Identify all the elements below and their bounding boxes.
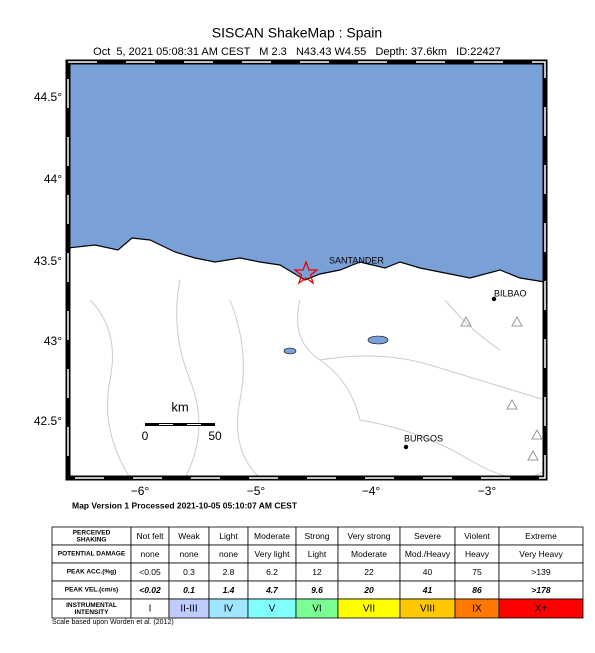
epicenter: [293, 260, 319, 285]
row-header: INSTRUMENTAL INTENSITY: [66, 602, 117, 616]
intensity-label: II-III: [180, 604, 197, 615]
map-caption: Map Version 1 Processed 2021-10-05 05:10…: [72, 500, 298, 510]
table-text: Very light: [255, 549, 291, 559]
table-text: 1.4: [223, 585, 235, 595]
lon-label: −6°: [131, 484, 150, 498]
table-text: Weak: [178, 531, 200, 541]
lat-label: 44.5°: [34, 90, 62, 104]
table-text: none: [219, 549, 238, 559]
table-text: Moderate: [351, 549, 387, 559]
table-text: >139: [531, 567, 550, 577]
row-header: PEAK VEL.(cm/s): [65, 587, 118, 594]
title: SISCAN ShakeMap : Spain: [212, 25, 382, 41]
intensity-label: VII: [363, 604, 375, 615]
lon-label: −5°: [247, 484, 266, 498]
table-text: Very Heavy: [519, 549, 563, 559]
table-text: 4.7: [265, 585, 279, 595]
stations: [460, 315, 543, 461]
table-text: <0.05: [139, 567, 161, 577]
table-text: 22: [364, 567, 374, 577]
city-dot: [491, 296, 497, 302]
table-text: Violent: [464, 531, 490, 541]
table-text: Light: [219, 531, 238, 541]
city-label: BURGOS: [404, 433, 443, 443]
city-dot: [403, 444, 409, 450]
table-text: 20: [363, 585, 374, 595]
table-text: Very strong: [348, 531, 391, 541]
table-text: Strong: [304, 531, 329, 541]
table-text: Heavy: [465, 549, 490, 559]
footnote: Scale based upon Worden et al. (2012): [52, 619, 174, 626]
lake: [367, 335, 389, 345]
row-header: PEAK ACC.(%g): [67, 569, 117, 576]
scale-start: 0: [142, 429, 149, 443]
row-header: POTENTIAL DAMAGE: [58, 551, 126, 558]
intensity-label: IV: [224, 604, 234, 615]
table-text: 75: [472, 567, 482, 577]
lake: [283, 347, 297, 355]
table-text: >178: [531, 585, 550, 595]
frame-ticks: [67, 61, 546, 479]
table-text: Light: [308, 549, 327, 559]
intensity-label: IX: [472, 604, 482, 615]
table-text: none: [180, 549, 199, 559]
table-text: 6.2: [266, 567, 278, 577]
map: SANTANDER BILBAO BURGOS km 0 50: [65, 59, 548, 481]
table-text: 2.8: [223, 567, 235, 577]
table-text: 0.1: [183, 585, 195, 595]
scale-end: 50: [208, 429, 222, 443]
table-text: Severe: [414, 531, 441, 541]
intensity-label: VIII: [420, 604, 435, 615]
intensity-label: VI: [312, 604, 321, 615]
intensity-label: V: [269, 604, 276, 615]
intensity-label: X+: [535, 604, 548, 615]
scale-bar: km 0 50: [142, 399, 222, 443]
intensity-label: I: [149, 604, 152, 615]
subtitle: Oct 5, 2021 05:08:31 AM CEST M 2.3 N43.4…: [93, 46, 501, 58]
table-text: 41: [422, 585, 433, 595]
table-text: 40: [423, 567, 433, 577]
table-text: Mod./Heavy: [405, 549, 451, 559]
lat-label: 42.5°: [34, 414, 62, 428]
table-text: Extreme: [525, 531, 557, 541]
sea: [67, 61, 546, 283]
table-text: 12: [312, 567, 322, 577]
table-text: Moderate: [254, 531, 290, 541]
city-label: BILBAO: [494, 288, 527, 298]
lat-label: 43.5°: [34, 254, 62, 268]
city-label: SANTANDER: [329, 255, 384, 265]
table-text: 9.6: [311, 585, 323, 595]
lon-label: −3°: [478, 484, 497, 498]
table-text: none: [141, 549, 160, 559]
table-cell: [498, 598, 584, 619]
row-header: PERCEIVED SHAKING: [73, 529, 111, 543]
table-text: 86: [472, 585, 482, 595]
scale-unit: km: [171, 399, 188, 414]
table-text: 0.3: [183, 567, 195, 577]
table-text: <0.02: [139, 585, 161, 595]
lat-label: 43°: [44, 334, 62, 348]
lon-label: −4°: [362, 484, 381, 498]
table-text: Not felt: [137, 531, 165, 541]
lat-label: 44°: [44, 172, 62, 186]
